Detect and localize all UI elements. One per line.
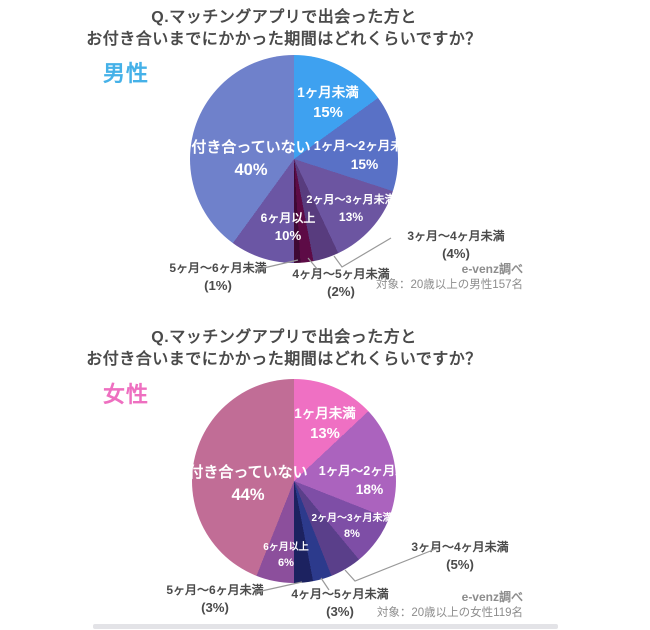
- female-slice-label-over-6-months: 6ヶ月以上 6%: [236, 541, 336, 570]
- female-slice-label-1-2-months: 1ヶ月～2ヶ月未満 18%: [292, 463, 447, 499]
- chart2-title: Q.マッチングアプリで出会った方と お付き合いまでにかかった期間はどれくらいです…: [10, 327, 558, 371]
- slice-name: 付き合っていない: [188, 464, 308, 481]
- slice-percent: 15%: [313, 105, 343, 122]
- female-slice-label-3-4-months: 3ヶ月～4ヶ月未満 (5%): [385, 539, 535, 574]
- slice-percent: (2%): [327, 284, 355, 300]
- slice-name: 1ヶ月未満: [294, 406, 356, 421]
- bottom-divider-bar: [93, 624, 558, 629]
- slice-percent: 13%: [310, 426, 340, 443]
- slice-name: 4ヶ月～5ヶ月未満: [291, 587, 389, 601]
- chart1-title-line1: Q.マッチングアプリで出会った方と: [151, 9, 417, 26]
- male-source-credit: e-venz調べ: [461, 262, 523, 276]
- chart1-group-label-male: 男性: [103, 61, 150, 86]
- slice-percent: (3%): [201, 600, 229, 616]
- pie-chart-male: [190, 55, 398, 263]
- chart1-title: Q.マッチングアプリで出会った方と お付き合いまでにかかった期間はどれくらいです…: [10, 7, 558, 51]
- slice-percent: (1%): [204, 278, 232, 294]
- female-source-sample: 対象：20歳以上の女性119名: [376, 607, 523, 619]
- slice-name: 5ヶ月～6ヶ月未満: [169, 261, 267, 275]
- slice-name: 6ヶ月以上: [263, 542, 309, 553]
- slice-name: 6ヶ月以上: [260, 211, 316, 225]
- slice-name: 2ヶ月～3ヶ月未満: [311, 513, 393, 524]
- male-slice-label-not-dating: 付き合っていない 40%: [176, 138, 326, 182]
- slice-name: 付き合っていない: [191, 139, 311, 156]
- slice-name: 1ヶ月～2ヶ月未満: [318, 464, 421, 478]
- male-slice-label-over-6-months: 6ヶ月以上 10%: [238, 210, 338, 245]
- slice-percent: 8%: [344, 527, 360, 540]
- male-slice-label-5-6-months: 5ヶ月～6ヶ月未満 (1%): [143, 260, 293, 295]
- female-slice-label-not-dating: 付き合っていない 44%: [173, 463, 323, 507]
- female-source-credit: e-venz調べ: [461, 590, 523, 604]
- slice-name: 3ヶ月～4ヶ月未満: [407, 229, 505, 243]
- slice-percent: 6%: [278, 556, 294, 569]
- male-slice-label-under-1-month: 1ヶ月未満 15%: [268, 84, 388, 123]
- chart2-title-line2: お付き合いまでにかかった期間はどれくらいですか？: [86, 351, 482, 368]
- slice-percent: 44%: [231, 486, 265, 505]
- female-slice-label-5-6-months: 5ヶ月～6ヶ月未満 (3%): [140, 582, 290, 617]
- slice-name: 4ヶ月～5ヶ月未満: [292, 267, 390, 281]
- slice-percent: 18%: [355, 481, 384, 497]
- slice-percent: (5%): [446, 557, 474, 573]
- slice-percent: (4%): [442, 246, 470, 262]
- female-slice-label-4-5-months: 4ヶ月～5ヶ月未満 (3%): [265, 586, 415, 621]
- slice-percent: 10%: [274, 228, 302, 244]
- female-slice-label-2-3-months: 2ヶ月～3ヶ月未満 8%: [277, 512, 427, 541]
- female-slice-label-under-1-month: 1ヶ月未満 13%: [265, 405, 385, 444]
- slice-percent: (3%): [326, 604, 354, 620]
- slice-name: 2ヶ月～3ヶ月未満: [306, 194, 396, 206]
- slice-name: 5ヶ月～6ヶ月未満: [166, 583, 264, 597]
- chart1-title-line2: お付き合いまでにかかった期間はどれくらいですか？: [86, 31, 482, 48]
- male-source-sample: 対象：20歳以上の男性157名: [376, 279, 523, 291]
- chart2-title-line1: Q.マッチングアプリで出会った方と: [151, 329, 417, 346]
- male-slice-label-3-4-months: 3ヶ月～4ヶ月未満 (4%): [381, 228, 531, 263]
- male-slice-label-4-5-months: 4ヶ月～5ヶ月未満 (2%): [266, 266, 416, 301]
- male-slice-label-1-2-months: 1ヶ月～2ヶ月未満 15%: [287, 138, 442, 174]
- slice-name: 3ヶ月～4ヶ月未満: [411, 540, 509, 554]
- slice-name: 1ヶ月未満: [297, 85, 359, 100]
- slice-percent: 13%: [338, 209, 364, 224]
- male-slice-label-2-3-months: 2ヶ月～3ヶ月未満 13%: [276, 193, 426, 225]
- chart2-group-label-female: 女性: [103, 382, 150, 407]
- slice-percent: 40%: [234, 161, 268, 180]
- slice-percent: 15%: [350, 156, 379, 172]
- slice-name: 1ヶ月～2ヶ月未満: [313, 139, 416, 153]
